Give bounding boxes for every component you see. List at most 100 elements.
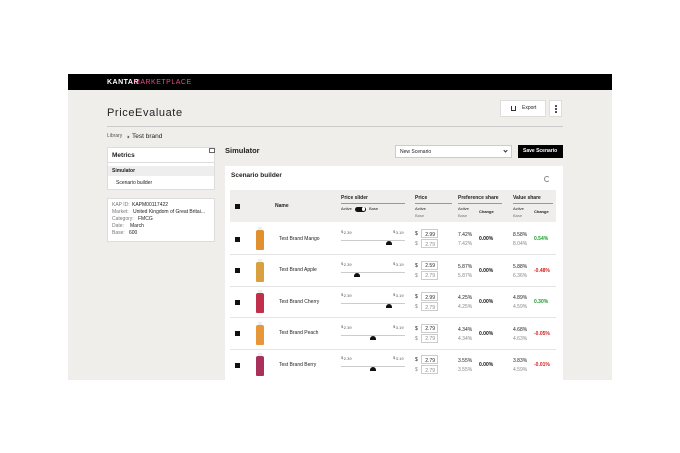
price-active: 2.99 xyxy=(425,294,435,301)
price-active: 2.79 xyxy=(425,326,435,332)
value-base: 4.59% xyxy=(513,367,528,373)
toggle-knob xyxy=(361,207,365,211)
sub-active: Active xyxy=(415,206,426,211)
collapse-icon[interactable] xyxy=(209,148,215,153)
price-box[interactable]: 2.79 xyxy=(421,355,438,364)
sub-active: Active xyxy=(341,206,352,211)
bottle-cap xyxy=(258,321,262,325)
currency: $ xyxy=(415,272,418,279)
bottle-cap xyxy=(258,227,262,230)
bottle xyxy=(256,324,264,345)
price-box[interactable]: 2.59 xyxy=(421,260,438,270)
col-slider: Price slider xyxy=(341,195,368,201)
row-checkbox[interactable] xyxy=(235,362,240,368)
currency: $ xyxy=(415,335,418,342)
slider-max-value: 3.19 xyxy=(395,230,404,235)
bottle-cap xyxy=(258,258,262,262)
product-name: Test Brand Cherry xyxy=(279,298,320,305)
export-icon xyxy=(511,106,516,111)
pref-change: 0.00% xyxy=(479,299,494,305)
dot xyxy=(555,111,557,113)
export-button[interactable]: Export xyxy=(500,100,546,117)
dot xyxy=(555,108,557,110)
pref-change: 0.00% xyxy=(479,236,494,242)
currency: $ xyxy=(415,357,418,363)
currency: $ xyxy=(415,325,418,332)
breadcrumb-link[interactable]: Library xyxy=(107,133,123,139)
info-value: 600 xyxy=(129,230,138,236)
slider-knob[interactable] xyxy=(386,304,392,308)
info-value: FMCG xyxy=(138,216,153,222)
info-label: Base: xyxy=(112,230,125,236)
bottle xyxy=(256,356,264,376)
currency: $ xyxy=(393,229,396,234)
more-button[interactable] xyxy=(549,100,562,117)
price-box[interactable]: 2.99 xyxy=(421,229,438,238)
pref-active: 3.55% xyxy=(458,358,473,364)
col-pref: Preference share xyxy=(458,195,499,201)
currency: $ xyxy=(393,355,396,360)
price-base: 2.79 xyxy=(425,367,435,374)
nav-active xyxy=(108,166,214,176)
row-checkbox[interactable] xyxy=(235,299,240,305)
refresh-icon[interactable] xyxy=(544,176,550,182)
bottle xyxy=(256,293,264,313)
slider-knob[interactable] xyxy=(354,272,360,277)
value-base: 4.63% xyxy=(513,335,528,342)
slider-knob[interactable] xyxy=(386,241,392,245)
price-box[interactable]: 2.99 xyxy=(421,292,438,301)
brand: KANTAR xyxy=(107,79,140,86)
scenario-select[interactable]: New Scenario xyxy=(395,145,512,158)
currency: $ xyxy=(393,292,396,297)
value-active: 3.83% xyxy=(513,358,528,364)
scenario-value: New Scenario xyxy=(400,149,432,155)
value-change: 0.30% xyxy=(534,299,549,305)
pref-base: 3.55% xyxy=(458,367,473,373)
info-label: Market: xyxy=(112,209,129,215)
header-checkbox[interactable] xyxy=(235,204,240,209)
simulator-title: Simulator xyxy=(225,146,260,155)
product-name: Test Brand Berry xyxy=(279,361,317,368)
dot xyxy=(555,105,557,107)
price-box[interactable]: 2.79 xyxy=(421,323,438,333)
currency: $ xyxy=(341,292,344,297)
sub-change: Change xyxy=(479,209,494,214)
bottle-cap xyxy=(258,353,262,356)
save-button[interactable]: Save Scenario xyxy=(518,145,563,158)
row-checkbox[interactable] xyxy=(235,268,240,273)
pref-base: 7.42% xyxy=(458,241,473,247)
currency: $ xyxy=(415,304,418,310)
row-divider xyxy=(230,348,556,350)
row-checkbox[interactable] xyxy=(235,236,240,242)
slider-knob[interactable] xyxy=(370,367,376,371)
toggle[interactable] xyxy=(355,206,366,212)
export-label: Export xyxy=(522,105,537,111)
value-change: 0.54% xyxy=(534,236,549,242)
pref-change: 0.00% xyxy=(479,362,494,368)
currency: $ xyxy=(415,262,418,269)
card-title: Scenario builder xyxy=(231,172,282,179)
info-value: United Kingdom of Great Britai... xyxy=(133,209,205,215)
slider-min-value: 2.39 xyxy=(343,324,352,330)
price-active: 2.79 xyxy=(425,357,435,364)
slider-track xyxy=(341,240,405,241)
row-divider xyxy=(230,254,556,255)
slider-max-value: 3.19 xyxy=(395,261,404,267)
title-divider xyxy=(107,126,563,127)
col-name: Name xyxy=(275,203,289,209)
slider-track xyxy=(341,366,405,367)
table-header: Name Price slider Active Base Price Active Bas… xyxy=(230,190,556,222)
currency: $ xyxy=(341,355,344,360)
price-box: 2.79 xyxy=(421,239,438,248)
value-active: 4.68% xyxy=(513,326,528,333)
product-name: Test Brand Mango xyxy=(279,235,320,242)
nav-item[interactable]: Simulator xyxy=(112,168,136,174)
col-value: Value share xyxy=(513,195,541,201)
nav-item[interactable]: Scenario builder xyxy=(116,180,153,186)
row-checkbox[interactable] xyxy=(235,331,240,336)
value-base: 6.36% xyxy=(513,272,528,279)
value-active: 5.88% xyxy=(513,263,528,270)
scenario-card: Scenario builder Name Price slider Active Ba… xyxy=(225,166,563,380)
slider-knob[interactable] xyxy=(370,335,376,340)
info-value: KAPM00117422 xyxy=(132,202,169,208)
